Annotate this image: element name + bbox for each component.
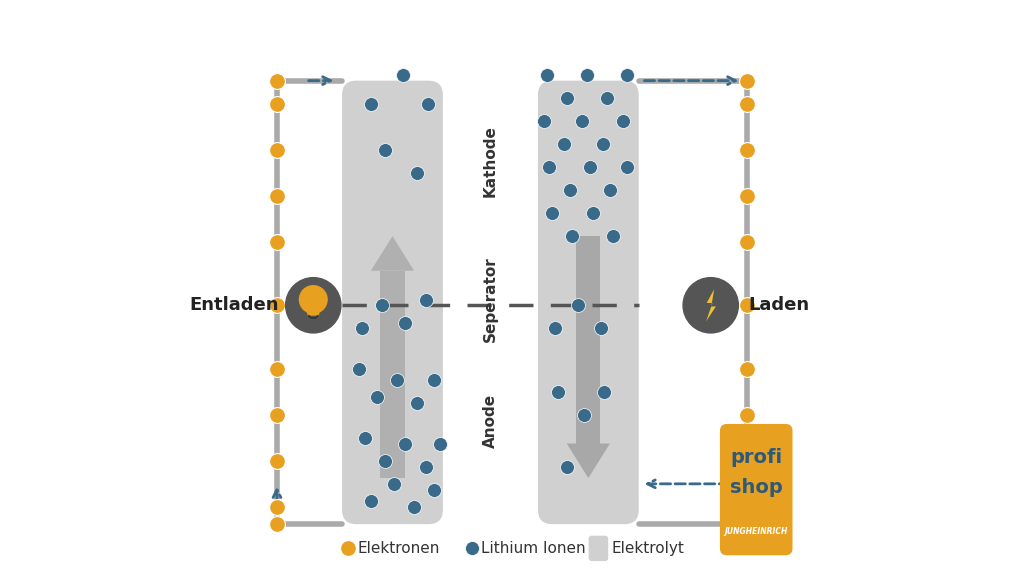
Point	[426, 485, 442, 494]
Point	[362, 99, 379, 108]
Text: JUNGHEINRICH: JUNGHEINRICH	[725, 527, 787, 536]
Point	[604, 232, 621, 241]
Text: Anode: Anode	[483, 393, 498, 448]
Point	[547, 324, 563, 333]
Point	[388, 376, 404, 385]
Polygon shape	[380, 271, 404, 478]
Point	[362, 497, 379, 506]
Point	[596, 387, 612, 396]
Point	[268, 364, 285, 373]
Text: Entladen: Entladen	[189, 296, 279, 314]
Point	[558, 462, 574, 471]
FancyBboxPatch shape	[720, 424, 793, 555]
Point	[268, 237, 285, 247]
Point	[268, 76, 285, 85]
Polygon shape	[306, 306, 321, 316]
Point	[739, 99, 756, 108]
Point	[618, 70, 635, 79]
Point	[739, 301, 756, 310]
Point	[418, 462, 434, 471]
Polygon shape	[566, 444, 610, 478]
Text: shop: shop	[730, 478, 782, 497]
Text: Elektronen: Elektronen	[357, 541, 440, 556]
Point	[409, 168, 425, 177]
Point	[739, 410, 756, 419]
Circle shape	[299, 286, 327, 313]
Text: Kathode: Kathode	[483, 126, 498, 197]
Polygon shape	[577, 236, 600, 444]
Point	[575, 410, 592, 419]
Point	[561, 185, 578, 195]
Point	[357, 433, 374, 442]
Point	[377, 145, 393, 154]
Point	[268, 145, 285, 154]
Point	[539, 70, 555, 79]
Point	[340, 544, 356, 553]
Point	[268, 301, 285, 310]
Point	[595, 139, 611, 149]
Point	[374, 301, 390, 310]
Point	[739, 520, 756, 529]
Point	[618, 162, 635, 172]
Point	[386, 479, 402, 488]
Point	[574, 116, 591, 126]
Point	[268, 191, 285, 200]
Point	[464, 544, 480, 553]
Text: Seperator: Seperator	[483, 257, 498, 342]
Circle shape	[683, 278, 738, 333]
Point	[556, 139, 572, 149]
Text: Laden: Laden	[749, 296, 809, 314]
Point	[550, 387, 566, 396]
Point	[615, 116, 632, 126]
Point	[544, 209, 560, 218]
Point	[418, 295, 434, 304]
Point	[351, 364, 368, 373]
FancyBboxPatch shape	[342, 81, 442, 524]
Point	[739, 76, 756, 85]
Point	[406, 502, 422, 511]
Point	[432, 439, 449, 448]
Text: profi: profi	[730, 449, 782, 467]
Polygon shape	[371, 236, 414, 271]
Point	[377, 456, 393, 465]
Text: Elektrolyt: Elektrolyt	[611, 541, 684, 556]
Point	[599, 93, 615, 103]
Point	[420, 99, 436, 108]
Text: Lithium Ionen: Lithium Ionen	[481, 541, 586, 556]
Point	[739, 191, 756, 200]
Point	[582, 162, 598, 172]
Circle shape	[286, 278, 341, 333]
Point	[397, 439, 414, 448]
Point	[593, 324, 609, 333]
Point	[570, 301, 587, 310]
Point	[369, 393, 385, 402]
Point	[579, 70, 595, 79]
Point	[409, 399, 425, 408]
Point	[542, 162, 558, 172]
Point	[739, 237, 756, 247]
Point	[268, 502, 285, 511]
Point	[536, 116, 552, 126]
Point	[739, 502, 756, 511]
Point	[739, 364, 756, 373]
Point	[394, 70, 411, 79]
Point	[585, 209, 601, 218]
Point	[268, 520, 285, 529]
Point	[558, 93, 574, 103]
Point	[268, 99, 285, 108]
FancyBboxPatch shape	[538, 81, 639, 524]
Point	[426, 376, 442, 385]
FancyBboxPatch shape	[589, 536, 608, 561]
Polygon shape	[707, 289, 716, 321]
Point	[564, 232, 581, 241]
Point	[602, 185, 618, 195]
Point	[268, 456, 285, 465]
Point	[739, 456, 756, 465]
Point	[397, 318, 414, 327]
Point	[739, 145, 756, 154]
Point	[354, 324, 371, 333]
Point	[268, 410, 285, 419]
